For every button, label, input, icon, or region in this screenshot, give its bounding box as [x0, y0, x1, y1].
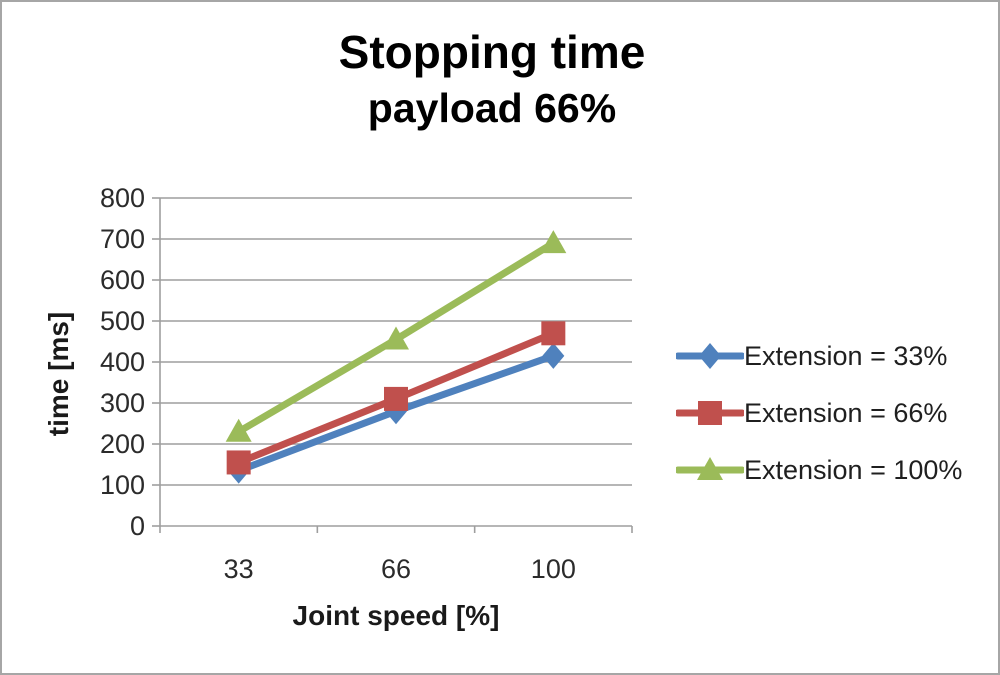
- legend-swatch-triangle-icon: [676, 457, 744, 480]
- marker-triangle-icon: [540, 230, 567, 254]
- marker-square-icon: [384, 386, 408, 411]
- y-tick-label: 700: [100, 224, 145, 254]
- marker-diamond-icon: [699, 343, 721, 369]
- y-tick-label: 200: [100, 429, 145, 459]
- marker-triangle-icon: [225, 418, 252, 442]
- marker-square-icon: [226, 450, 251, 475]
- y-tick-label: 400: [100, 347, 145, 377]
- x-tick-label: 66: [381, 554, 411, 584]
- y-tick-label: 600: [100, 265, 145, 295]
- legend-swatch-square-icon: [676, 401, 744, 425]
- legend-label: Extension = 100%: [744, 454, 963, 485]
- y-tick-label: 800: [100, 183, 145, 213]
- y-axis-title: time [ms]: [43, 311, 74, 437]
- chart-title: Stopping time: [338, 26, 646, 78]
- legend-label: Extension = 66%: [744, 397, 948, 428]
- y-tick-label: 100: [100, 470, 145, 500]
- marker-triangle-icon: [697, 457, 723, 480]
- marker-square-icon: [698, 401, 722, 425]
- legend-item: Extension = 66%: [676, 392, 962, 434]
- marker-diamond-icon: [542, 342, 565, 369]
- x-tick-label: 100: [531, 554, 576, 584]
- x-tick-label: 33: [224, 554, 254, 584]
- chart-title-block: Stopping time payload 66%: [2, 26, 982, 132]
- legend-item: Extension = 100%: [676, 449, 962, 491]
- y-tick-label: 300: [100, 388, 145, 418]
- legend-swatch-diamond-icon: [676, 343, 744, 369]
- marker-square-icon: [541, 321, 566, 346]
- marker-triangle-icon: [383, 326, 409, 350]
- y-tick-label: 0: [130, 511, 145, 541]
- legend-item: Extension = 33%: [676, 335, 962, 377]
- legend: Extension = 33% Extension = 66% Extensio…: [676, 335, 962, 491]
- y-tick-label: 500: [100, 306, 145, 336]
- x-axis-title: Joint speed [%]: [292, 600, 500, 631]
- chart-subtitle: payload 66%: [367, 84, 617, 131]
- legend-label: Extension = 33%: [744, 340, 948, 371]
